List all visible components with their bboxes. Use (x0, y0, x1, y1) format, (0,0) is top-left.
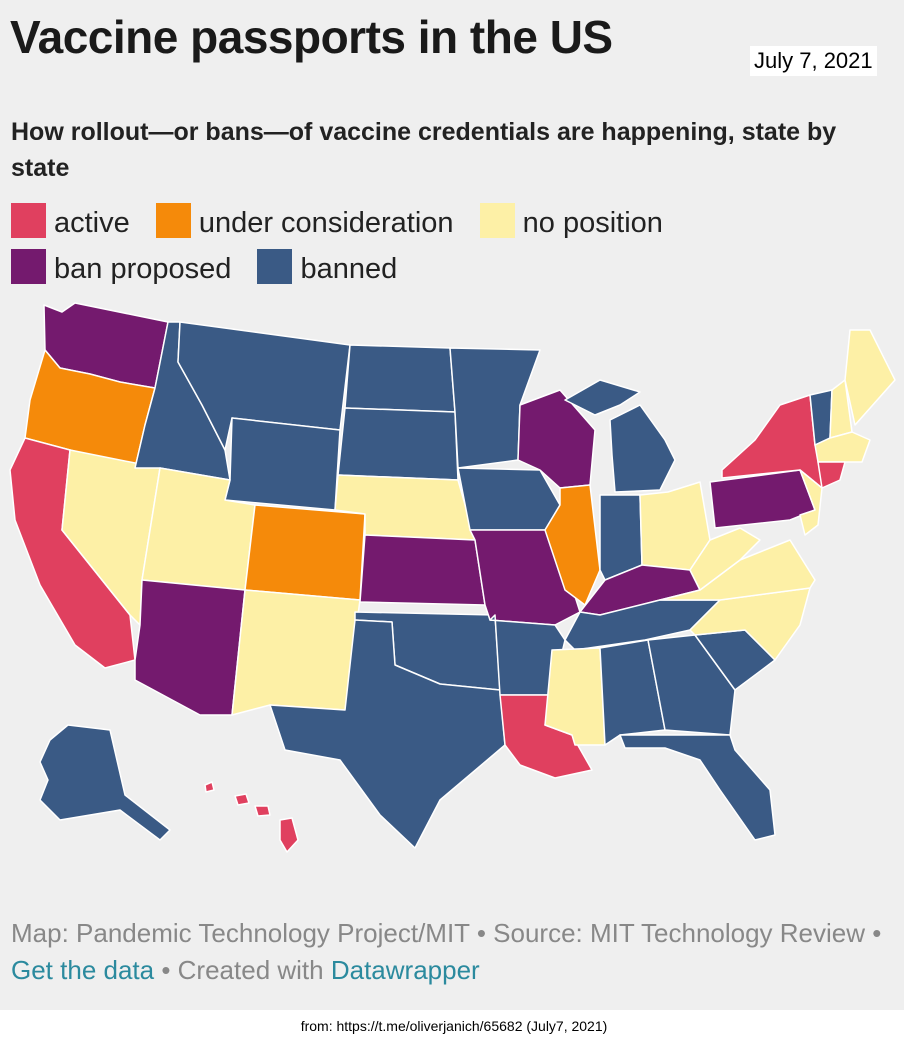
datawrapper-link[interactable]: Datawrapper (330, 955, 480, 985)
state-wyoming[interactable] (224, 417, 341, 511)
state-virginia[interactable] (659, 539, 816, 601)
legend-swatch (479, 203, 515, 238)
state-maine[interactable] (844, 329, 896, 426)
legend: active under consideration no position b… (11, 200, 891, 292)
state-arizona[interactable] (134, 579, 246, 716)
state-alabama[interactable] (599, 639, 666, 746)
legend-label: banned (300, 253, 398, 285)
credit-text: Map: Pandemic Technology Project/MIT • S… (11, 918, 882, 948)
legend-swatch (11, 249, 46, 284)
legend-swatch (11, 203, 46, 238)
state-west-virginia[interactable] (689, 527, 761, 591)
state-iowa[interactable] (457, 467, 561, 531)
legend-item-banned: banned (257, 246, 397, 292)
legend-label: no position (522, 207, 663, 239)
us-map (9, 302, 896, 853)
legend-label: active (54, 207, 130, 239)
state-georgia[interactable] (647, 634, 736, 736)
state-alaska[interactable] (39, 724, 171, 841)
legend-item-no-position: no position (479, 200, 663, 246)
state-florida[interactable] (619, 734, 776, 841)
credit-text-middle: • Created with (154, 955, 331, 985)
credit-line: Map: Pandemic Technology Project/MIT • S… (11, 915, 891, 989)
state-hawaii[interactable] (204, 781, 299, 853)
legend-label: under consideration (198, 207, 454, 239)
legend-swatch (155, 203, 191, 238)
state-kansas[interactable] (359, 534, 486, 606)
legend-item-under-consideration: under consideration (155, 200, 454, 246)
state-new-mexico[interactable] (231, 589, 361, 716)
legend-item-ban-proposed: ban proposed (11, 246, 231, 292)
page-title: Vaccine passports in the US (10, 11, 613, 63)
map-subtitle: How rollout—or bans—of vaccine credentia… (11, 118, 837, 182)
state-michigan[interactable] (564, 379, 676, 493)
state-illinois[interactable] (544, 484, 601, 606)
state-pennsylvania[interactable] (709, 469, 816, 529)
state-south-dakota[interactable] (337, 407, 459, 481)
source-note: from: https://t.me/oliverjanich/65682 (J… (300, 1018, 608, 1034)
state-connecticut[interactable] (817, 461, 846, 489)
legend-item-active: active (11, 200, 130, 246)
date-label: July 7, 2021 (750, 46, 877, 76)
state-colorado[interactable] (244, 504, 366, 601)
get-data-link[interactable]: Get the data (11, 955, 155, 985)
legend-label: ban proposed (54, 253, 232, 285)
state-north-dakota[interactable] (344, 344, 456, 413)
legend-swatch (257, 249, 293, 284)
state-texas[interactable] (269, 619, 506, 849)
